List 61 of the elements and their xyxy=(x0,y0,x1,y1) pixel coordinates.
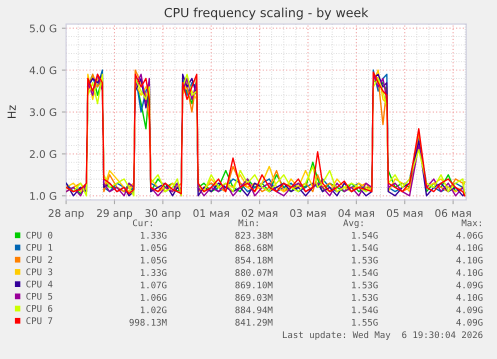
text: 1.06G xyxy=(140,294,166,301)
text: 4.09G xyxy=(456,318,483,326)
x-tick-label: 30 апр xyxy=(145,209,180,220)
x-tick-label: 02 мая xyxy=(242,209,278,218)
text: 4.10G xyxy=(456,256,483,264)
text: 823.38M xyxy=(235,232,272,239)
text: 1.55G xyxy=(352,318,378,326)
text: 1.33G xyxy=(140,269,166,276)
text: 1.54G xyxy=(352,306,378,314)
text: 869.03M xyxy=(235,294,272,301)
text: 4.10G xyxy=(456,269,483,276)
text: 1.05G xyxy=(140,256,166,264)
text: 884.94M xyxy=(235,306,272,314)
y-tick-label: 3.0 G xyxy=(30,108,56,116)
text: 1.05G xyxy=(140,244,166,252)
text: 1.07G xyxy=(140,282,166,288)
y-tick-label: 5.0 G xyxy=(30,24,56,32)
text: Avg: xyxy=(343,219,363,228)
text: 854.18M xyxy=(235,256,272,264)
text: 841.29M xyxy=(235,318,272,326)
legend-label: CPU 4 xyxy=(26,280,52,288)
x-tick-label: 03 мая xyxy=(290,209,326,218)
text: 880.07M xyxy=(235,269,272,276)
text: Cur: xyxy=(132,219,152,226)
text: Last update: Wed May 6 19:30:04 2026 xyxy=(282,331,483,340)
text: 1.53G xyxy=(352,256,378,264)
legend-label: CPU 7 xyxy=(26,317,52,324)
legend-label: CPU 3 xyxy=(26,268,52,276)
text: 1.53G xyxy=(352,282,378,288)
text: 1.54G xyxy=(352,232,378,239)
y-axis-title: Hz xyxy=(8,105,16,118)
text: 868.68M xyxy=(235,244,272,252)
text: 1.54G xyxy=(352,269,378,276)
text: 4.06G xyxy=(456,232,483,239)
text: 1.54G xyxy=(352,244,378,252)
text: 4.10G xyxy=(456,244,483,252)
text: 1.02G xyxy=(140,306,166,314)
x-tick-label: 05 мая xyxy=(386,209,422,218)
text: Max: xyxy=(462,220,481,226)
x-tick-label: 06 мая xyxy=(435,209,471,218)
legend-label: CPU 5 xyxy=(26,292,52,300)
x-tick-label: 29 апр xyxy=(97,209,132,220)
text: 869.10M xyxy=(235,282,272,288)
x-tick-label: 01 мая xyxy=(193,209,229,218)
x-tick-label: 04 мая xyxy=(338,209,374,218)
text: 1.53G xyxy=(352,294,378,301)
chart-title: CPU frequency scaling - by week xyxy=(164,8,368,20)
y-tick-label: 1.0 G xyxy=(30,192,56,200)
text: 4.10G xyxy=(456,294,483,301)
legend-label: CPU 6 xyxy=(26,305,52,312)
text: 4.09G xyxy=(456,282,483,288)
y-tick-label: 4.0 G xyxy=(30,66,56,74)
text: 1.33G xyxy=(140,232,166,239)
text: 998.13M xyxy=(130,318,167,326)
legend-label: CPU 1 xyxy=(26,244,52,251)
text: 4.09G xyxy=(456,306,483,314)
legend-label: CPU 2 xyxy=(26,256,52,264)
legend-label: CPU 0 xyxy=(26,232,52,239)
x-tick-label: 28 апр xyxy=(48,209,84,220)
text: Min: xyxy=(238,219,258,226)
y-tick-label: 2.0 G xyxy=(30,150,56,158)
